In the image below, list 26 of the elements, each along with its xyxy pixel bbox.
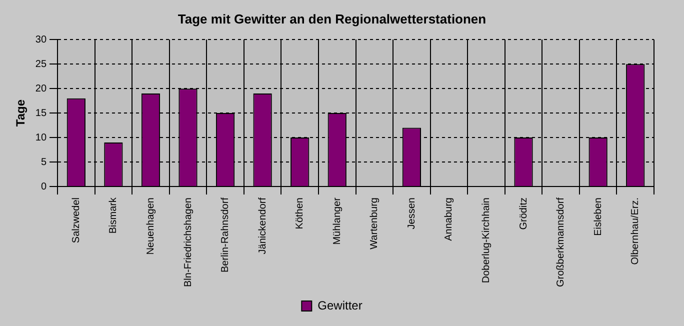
x-tick-label: Köthen <box>294 198 306 230</box>
x-tick-label: Wartenburg <box>369 198 380 250</box>
x-tick-label: Mühlanger <box>332 196 343 245</box>
y-tick-label: 0 <box>40 181 47 192</box>
x-tick-label: Bismark <box>108 196 120 234</box>
y-tick-label: 25 <box>35 58 47 70</box>
y-axis-title: Tage <box>14 99 28 127</box>
x-tick-label: Doberlug-Kirchhain <box>480 198 492 284</box>
x-tick-label: Bln-Friedrichshagen <box>182 198 194 288</box>
x-tick-label: Olbernhau/Erz. <box>630 198 642 265</box>
y-tick-label: 5 <box>40 156 47 168</box>
legend-label: Gewitter <box>318 298 362 312</box>
x-tick-label: Gröditz <box>518 198 530 230</box>
x-tick-label: Jessen <box>406 198 418 230</box>
x-tick-label: Annaburg <box>444 198 455 241</box>
y-tick-label: 30 <box>35 34 47 46</box>
y-tick-label: 15 <box>35 108 47 119</box>
y-tick-label: 10 <box>35 132 47 144</box>
x-tick-label: Eisleben <box>592 198 604 236</box>
y-tick-label: 20 <box>35 83 47 94</box>
chart-title: Tage mit Gewitter an den Regionalwetterstationen <box>178 11 486 26</box>
x-tick-label: Salzwedel <box>70 198 82 244</box>
x-tick-label: Jänickendorf <box>257 197 268 254</box>
x-tick-label: Großberkmannsdorf <box>556 197 567 287</box>
x-tick-label: Berlin-Rahnsdorf <box>220 197 232 273</box>
x-tick-label: Neuenhagen <box>145 198 156 255</box>
